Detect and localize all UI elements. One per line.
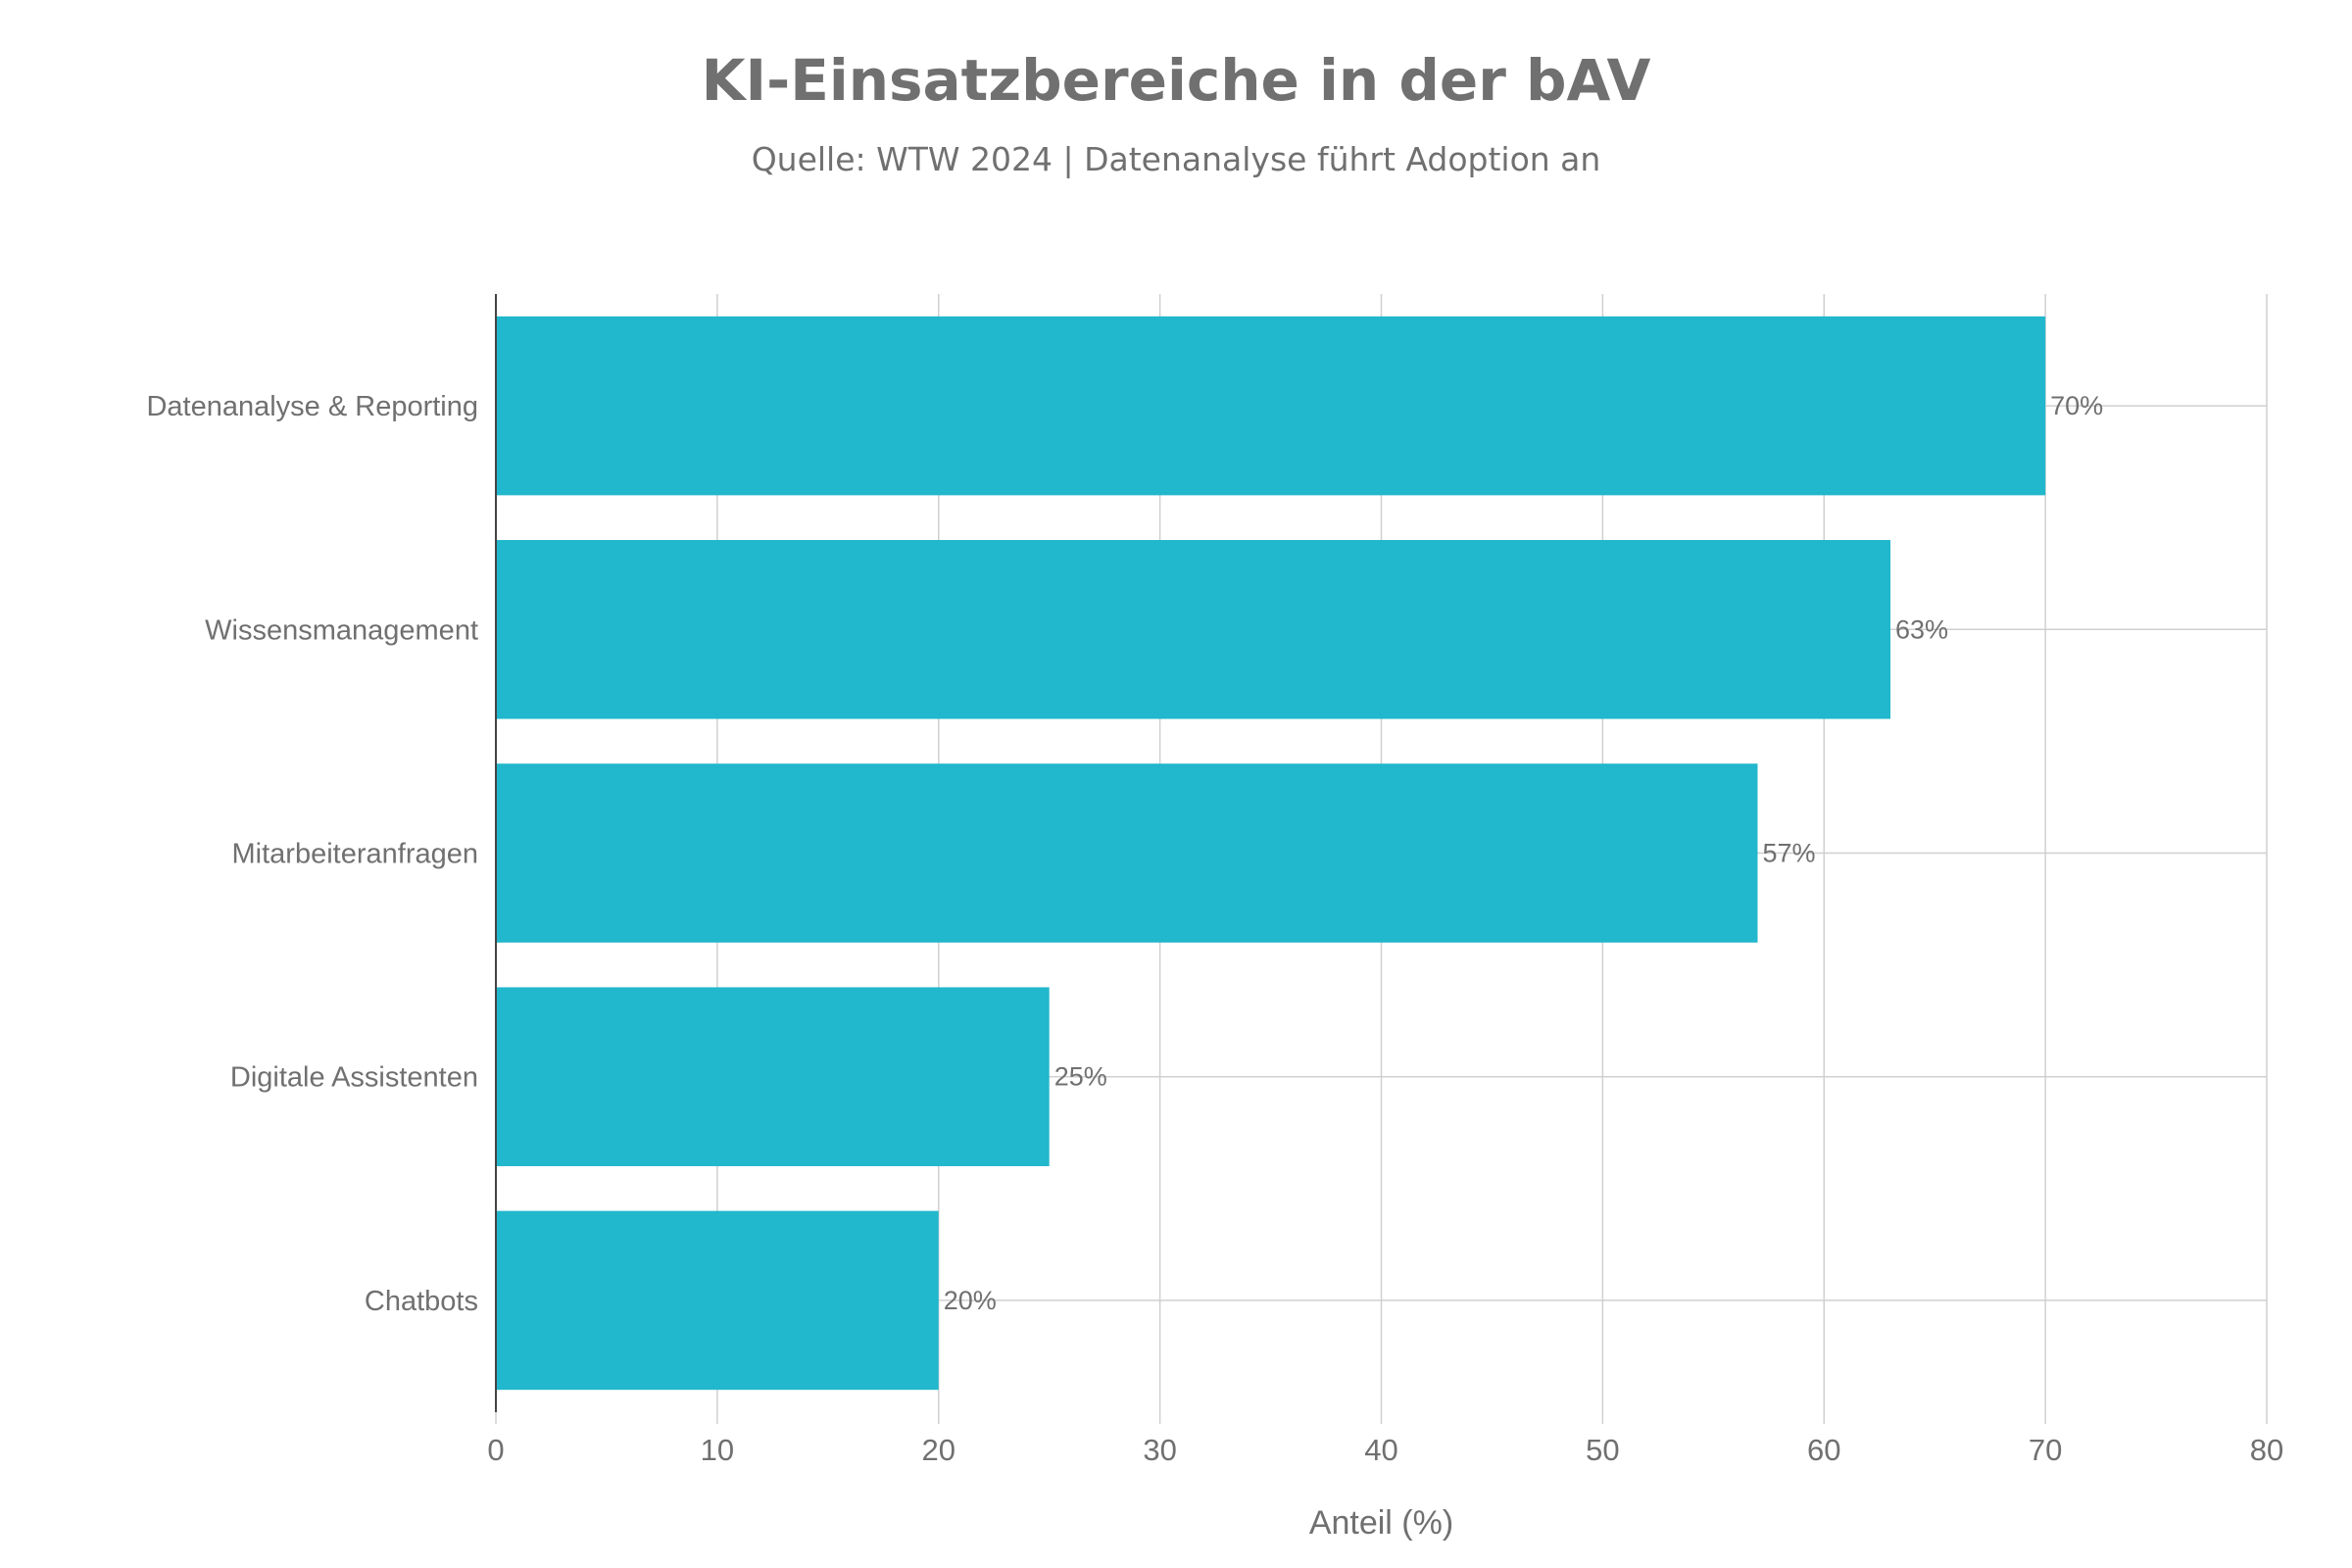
y-tick-label: Datenanalyse & Reporting [146,391,478,422]
x-tick-label: 60 [1807,1433,1840,1467]
bar [496,763,1758,943]
x-tick-label: 20 [922,1433,956,1467]
y-tick-label: Mitarbeiteranfragen [232,839,478,870]
bar [496,1210,939,1391]
x-tick-label: 40 [1364,1433,1397,1467]
bar [496,316,2046,496]
y-tick-label: Chatbots [365,1286,478,1317]
chart-title: KI-Einsatzbereiche in der bAV [701,47,1651,114]
chart-subtitle: Quelle: WTW 2024 | Datenanalyse führt Ad… [751,140,1601,178]
data-label: 70% [2050,391,2103,420]
data-label: 25% [1054,1062,1107,1092]
x-tick-label: 80 [2250,1433,2283,1467]
data-label: 63% [1895,614,1948,644]
x-tick-label: 0 [487,1433,504,1467]
x-tick-label: 10 [701,1433,734,1467]
x-tick-label: 50 [1586,1433,1619,1467]
x-tick-label: 70 [2029,1433,2062,1467]
y-tick-label: Digitale Assistenten [230,1062,478,1094]
x-tick-label: 30 [1143,1433,1176,1467]
y-tick-label: Wissensmanagement [205,614,478,646]
bar [496,540,1891,719]
data-label: 57% [1762,839,1815,868]
data-label: 20% [944,1286,997,1315]
bar [496,987,1050,1166]
x-axis-title: Anteil (%) [1309,1504,1453,1542]
